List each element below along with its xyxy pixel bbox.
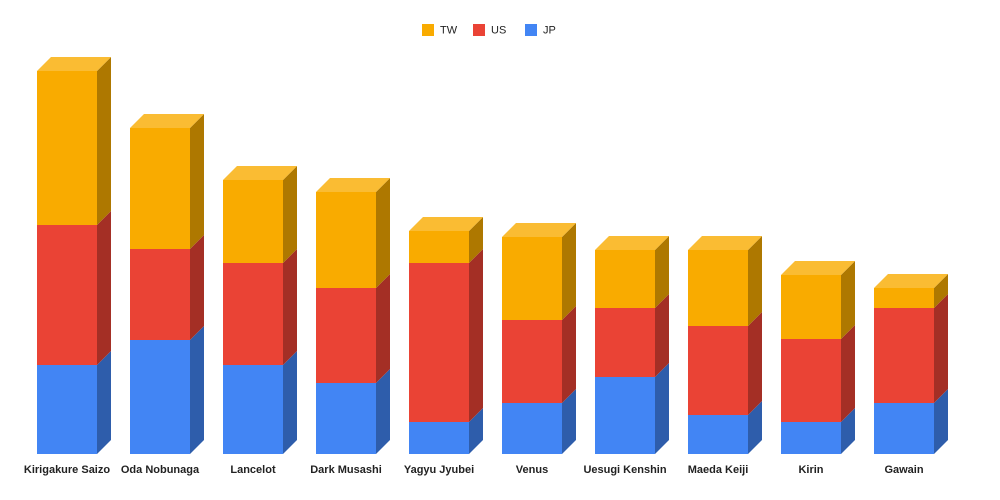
bar-side — [655, 236, 669, 308]
bar-top — [688, 236, 762, 250]
bar-side — [934, 294, 948, 403]
bar-segment — [595, 377, 655, 454]
bar-segment — [316, 288, 376, 383]
legend-swatch — [473, 24, 485, 36]
bar-side — [562, 306, 576, 403]
bar-side — [283, 249, 297, 365]
bar-segment — [688, 415, 748, 454]
bar-segment — [595, 250, 655, 308]
bar-side — [190, 326, 204, 454]
legend-label: TW — [440, 24, 458, 36]
bar-top — [502, 223, 576, 237]
bar-side — [748, 236, 762, 326]
bar-top — [316, 178, 390, 192]
bar-side — [655, 363, 669, 454]
bar-top — [130, 114, 204, 128]
bar-segment — [37, 365, 97, 454]
bar-segment — [688, 250, 748, 326]
bar-side — [469, 217, 483, 263]
bar-side — [562, 223, 576, 320]
bar-side — [190, 114, 204, 249]
bar-segment — [502, 237, 562, 320]
bar-side — [376, 178, 390, 288]
bar-side — [97, 211, 111, 365]
legend-label: JP — [543, 24, 556, 36]
bar-side — [934, 274, 948, 308]
bar-segment — [409, 263, 469, 422]
bar-segment — [595, 308, 655, 377]
bar-side — [655, 294, 669, 377]
bar-side — [469, 408, 483, 454]
bar-top — [595, 236, 669, 250]
bar-top — [781, 261, 855, 275]
bar-top — [223, 166, 297, 180]
bar-top — [874, 274, 948, 288]
bar-segment — [316, 383, 376, 454]
x-tick-label: Gawain — [884, 464, 923, 476]
bar-segment — [781, 275, 841, 339]
x-tick-label: Uesugi Kenshin — [583, 464, 666, 476]
bar-side — [748, 401, 762, 454]
bar-segment — [874, 288, 934, 308]
bar-top — [409, 217, 483, 231]
x-tick-label: Lancelot — [230, 464, 276, 476]
bar-segment — [409, 422, 469, 454]
bar-side — [841, 408, 855, 454]
bar-segment — [316, 192, 376, 288]
bar-segment — [781, 339, 841, 422]
x-tick-label: Venus — [516, 464, 548, 476]
bar-side — [283, 351, 297, 454]
bar-segment — [223, 180, 283, 263]
bar-segment — [130, 249, 190, 340]
x-tick-label: Dark Musashi — [310, 464, 382, 476]
legend-label: US — [491, 24, 506, 36]
bar-side — [841, 261, 855, 339]
bar-segment — [130, 128, 190, 249]
x-tick-label: Yagyu Jyubei — [404, 464, 474, 476]
bar-side — [283, 166, 297, 263]
bar-segment — [223, 263, 283, 365]
bar-side — [841, 325, 855, 422]
bar-top — [37, 57, 111, 71]
x-tick-label: Maeda Keiji — [688, 464, 749, 476]
bar-segment — [223, 365, 283, 454]
bar-side — [376, 274, 390, 383]
x-tick-label: Kirin — [798, 464, 823, 476]
bar-segment — [409, 231, 469, 263]
x-tick-label: Kirigakure Saizo — [24, 464, 110, 476]
bar-side — [469, 249, 483, 422]
bar-side — [190, 235, 204, 340]
bar-segment — [502, 403, 562, 454]
bar-segment — [874, 403, 934, 454]
x-tick-label: Oda Nobunaga — [121, 464, 200, 476]
bar-segment — [502, 320, 562, 403]
bar-segment — [688, 326, 748, 415]
bar-segment — [37, 71, 97, 225]
legend-swatch — [525, 24, 537, 36]
bar-side — [376, 369, 390, 454]
bar-side — [97, 351, 111, 454]
bar-segment — [781, 422, 841, 454]
legend-swatch — [422, 24, 434, 36]
bar-segment — [874, 308, 934, 403]
bar-side — [97, 57, 111, 225]
bar-side — [748, 312, 762, 415]
bar-segment — [130, 340, 190, 454]
bar-side — [934, 389, 948, 454]
bar-side — [562, 389, 576, 454]
bar-segment — [37, 225, 97, 365]
